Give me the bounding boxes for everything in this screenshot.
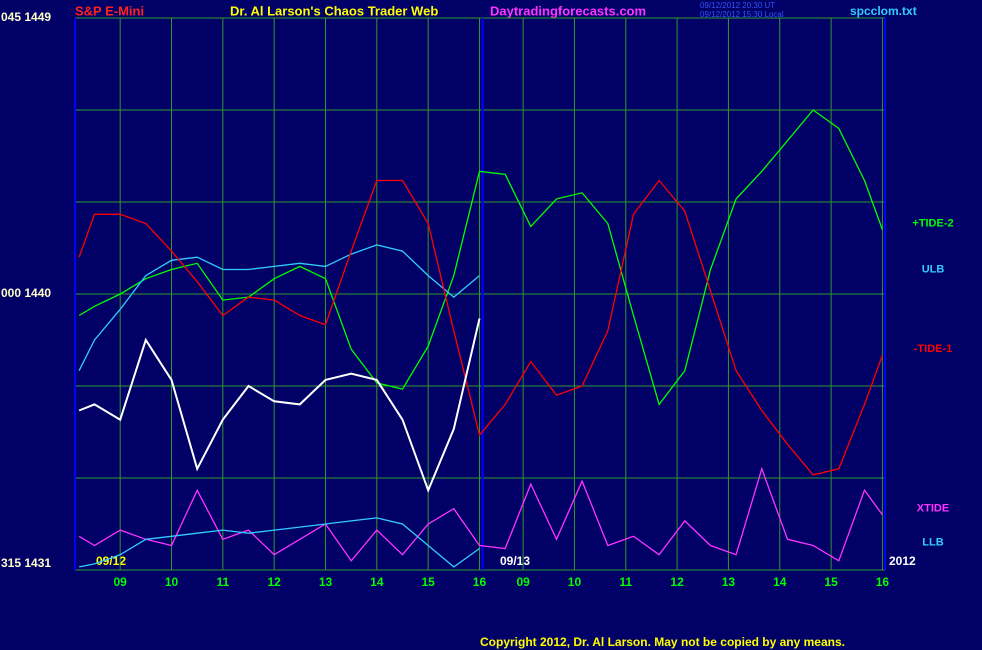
timestamp-ut: 09/12/2012 20:30 UT [700,1,775,10]
x-tick-label: 10 [165,575,179,589]
x-tick-label: 14 [773,575,787,589]
x-tick-label: 11 [216,575,229,589]
legend-label: XTIDE [917,503,949,515]
legend-label: +TIDE-2 [912,218,953,230]
x-tick-label: 15 [421,575,435,589]
date-label: 09/13 [500,554,530,568]
x-tick-label: 16 [473,575,487,589]
series-line [78,244,480,371]
x-tick-label: 09 [516,575,530,589]
x-tick-label: 13 [319,575,333,589]
legend-label: -TIDE-1 [914,343,953,355]
x-tick-label: 15 [824,575,838,589]
x-tick-label: 16 [876,575,890,589]
grid [75,17,885,571]
date-label: 09/12 [96,554,126,568]
date-label: 2012 [889,554,916,568]
y-tick-label: 000 1440 [1,286,51,300]
timestamp-local: 09/12/2012 15:30 Local [700,10,784,19]
x-tick-label: 13 [722,575,736,589]
x-tick-label: 12 [670,575,684,589]
legend-label: ULB [922,264,945,276]
x-tick-label: 11 [619,575,632,589]
plot-lines [78,109,884,568]
series-line [78,466,883,562]
x-tick-label: 12 [267,575,281,589]
chart-title: Dr. Al Larson's Chaos Trader Web [230,3,438,18]
series-line [78,109,884,406]
website: Daytradingforecasts.com [490,3,646,18]
price-line [78,318,481,494]
x-tick-label: 14 [370,575,384,589]
x-tick-label: 09 [113,575,127,589]
symbol: S&P E-Mini [75,3,144,18]
series-line [78,517,480,568]
y-tick-label: 045 1449 [1,10,51,24]
copyright: Copyright 2012, Dr. Al Larson. May not b… [480,635,845,649]
y-tick-label: 315 1431 [1,556,51,570]
series-line [78,179,884,476]
x-tick-label: 10 [568,575,582,589]
file-name: spcclom.txt [850,4,917,18]
legend-label: LLB [922,536,943,548]
